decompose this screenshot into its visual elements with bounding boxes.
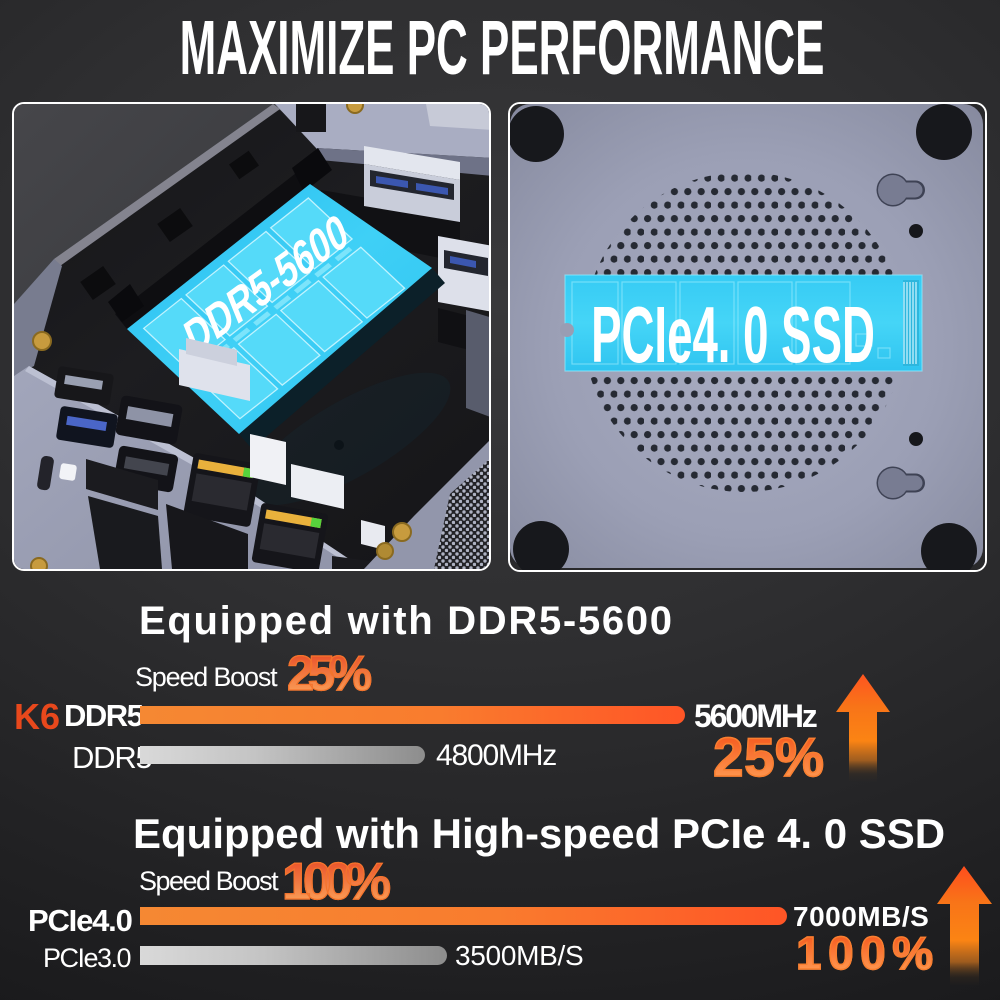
svg-text:PCIe4. 0 SSD: PCIe4. 0 SSD bbox=[591, 290, 875, 380]
